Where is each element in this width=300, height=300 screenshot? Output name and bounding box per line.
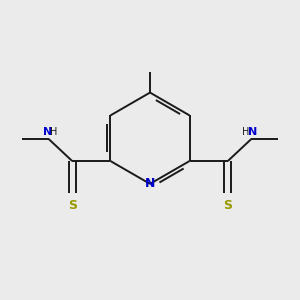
Text: H: H: [242, 128, 250, 137]
Text: H: H: [50, 128, 58, 137]
Text: N: N: [248, 127, 257, 136]
Text: N: N: [43, 127, 52, 136]
Text: S: S: [223, 199, 232, 212]
Text: N: N: [145, 177, 155, 190]
Text: S: S: [68, 199, 77, 212]
